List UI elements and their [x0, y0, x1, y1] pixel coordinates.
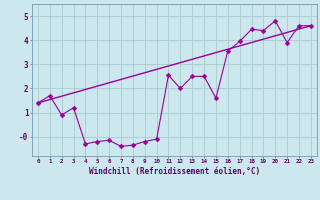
X-axis label: Windchill (Refroidissement éolien,°C): Windchill (Refroidissement éolien,°C) — [89, 167, 260, 176]
